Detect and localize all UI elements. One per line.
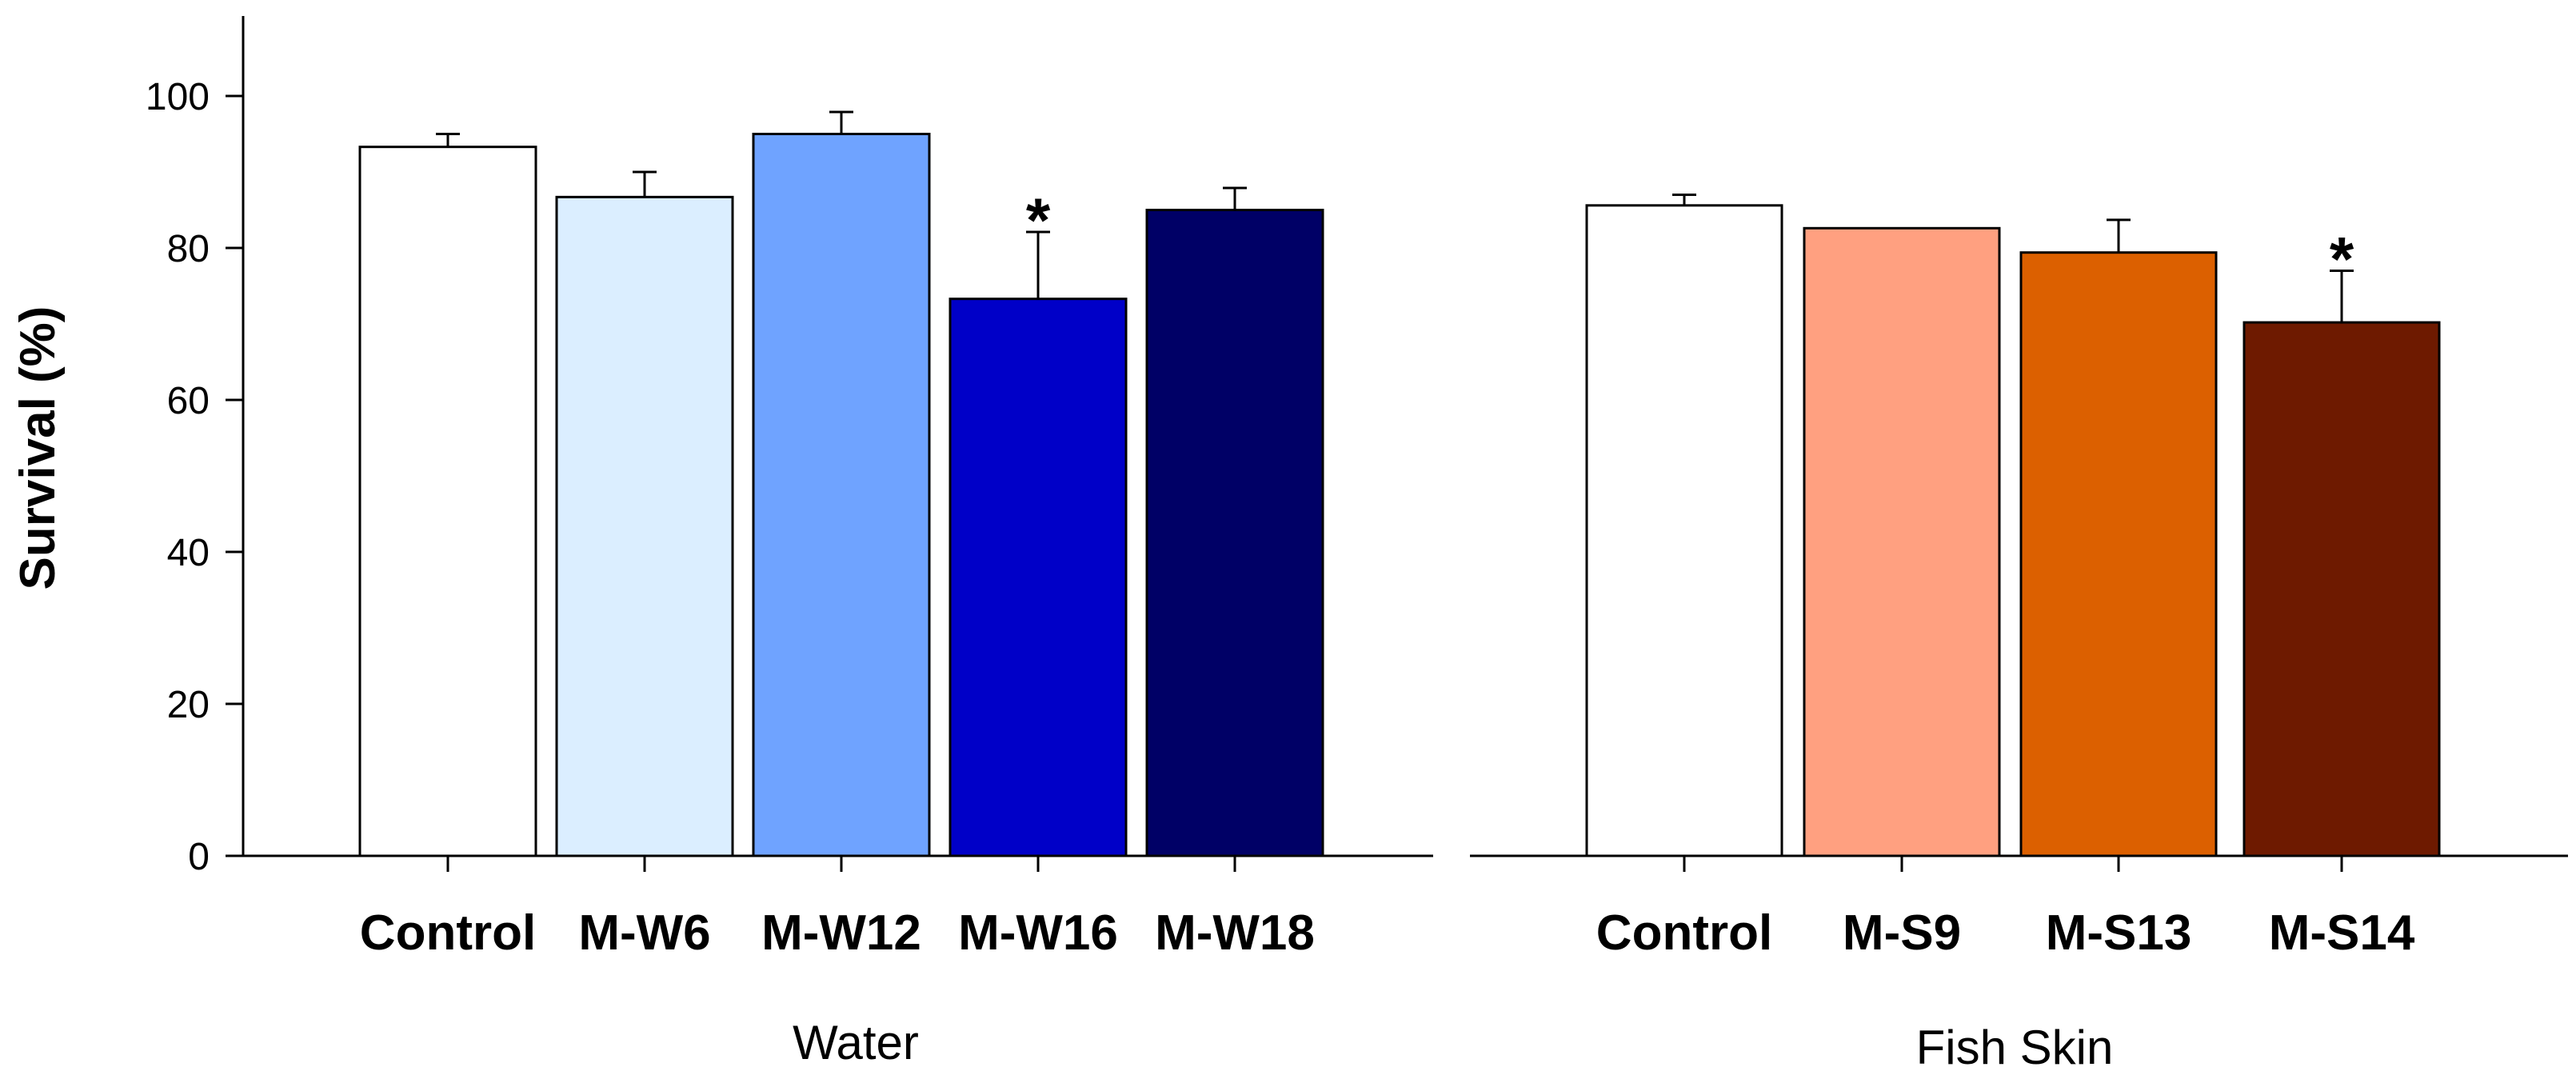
category-label: M-W12	[761, 905, 921, 961]
bar-m-s9	[1803, 226, 2001, 857]
bar-control	[1585, 204, 1783, 857]
bar-m-s14	[2243, 321, 2441, 857]
panel-water: Control M-W6 M-W12 M-W16 * M-W18 Water	[243, 110, 1433, 1069]
category-label: Control	[1596, 905, 1772, 961]
bar-m-w16	[949, 298, 1128, 857]
y-tick-label: 100	[146, 76, 210, 118]
category-label: M-S13	[2046, 905, 2192, 961]
y-tick-label: 80	[167, 228, 210, 270]
category-label: M-W18	[1155, 905, 1315, 961]
significance-marker: *	[1026, 185, 1051, 255]
category-label: M-W16	[958, 905, 1118, 961]
bar-m-w12	[752, 133, 931, 857]
group-label: Fish Skin	[1916, 1021, 2114, 1074]
panel-fish-skin: Control M-S9 M-S13 M-S14 * Fish Skin	[1470, 194, 2568, 1074]
y-tick-label: 40	[167, 532, 210, 574]
category-label: M-W6	[578, 905, 710, 961]
bar-m-s13	[2019, 251, 2218, 857]
y-tick-label: 60	[167, 380, 210, 422]
significance-marker: *	[2330, 224, 2354, 294]
group-label: Water	[793, 1016, 919, 1069]
category-label: M-S9	[1843, 905, 1961, 961]
y-tick-label: 20	[167, 684, 210, 726]
category-label: Control	[360, 905, 536, 961]
bar-m-w18	[1145, 209, 1324, 857]
y-axis-label: Survival (%)	[10, 306, 66, 590]
y-tick-label: 0	[188, 836, 210, 878]
bar-m-w6	[555, 195, 734, 857]
y-axis: 0 20 40 60 80 100	[146, 16, 245, 878]
category-label: M-S14	[2269, 905, 2415, 961]
bar-control	[358, 146, 537, 857]
